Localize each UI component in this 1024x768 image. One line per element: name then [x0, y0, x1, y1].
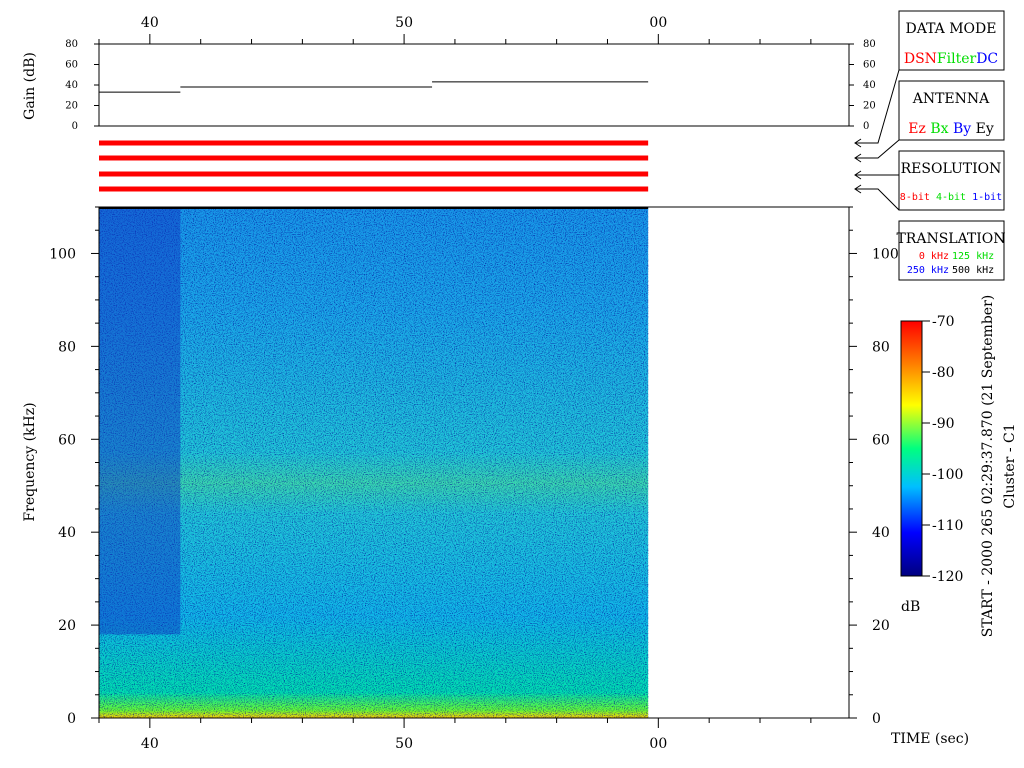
antenna-box-frame — [898, 80, 1005, 141]
gain-tick-label-right-60: 60 — [863, 60, 876, 71]
data-mode-option-dsn: DSN — [904, 51, 937, 67]
resolution-option-8bit: 8-bit — [900, 192, 930, 203]
status-bars — [99, 140, 649, 192]
time-tick-label-top-1: 50 — [395, 15, 413, 31]
freq-tick-label-right-60: 60 — [872, 432, 890, 448]
colorbar-ticks: -70 -80 -90 -100 -110 -120 — [922, 314, 963, 585]
colorbar-tick-label--90: -90 — [932, 416, 955, 432]
gain-tick-label-right-20: 20 — [863, 101, 876, 112]
freq-tick-label-right-0: 0 — [872, 711, 881, 727]
connector-arrow-2 — [854, 153, 862, 163]
frequency-axis-label: Frequency (kHz) — [22, 402, 38, 521]
status-bar-1 — [99, 140, 649, 146]
colorbar-tick-label--80: -80 — [932, 365, 955, 381]
colorbar-tick-label--70: -70 — [932, 314, 955, 330]
spacecraft-subtitle: Cluster - C1 — [1002, 423, 1018, 508]
translation-option-500khz: 500 kHz — [952, 265, 994, 276]
colorbar-gradient — [900, 320, 923, 577]
freq-tick-label-left-80: 80 — [58, 339, 76, 355]
colorbar-tick-label--120: -120 — [932, 569, 963, 585]
data-mode-box: DATA MODE DSNFilterDC — [898, 10, 1005, 71]
freq-tick-label-left-40: 40 — [58, 525, 76, 541]
gain-ticks-right: 0 20 40 60 80 — [849, 39, 876, 132]
antenna-options: Ez Bx By Ey — [908, 121, 994, 137]
gain-axis-label: Gain (dB) — [22, 52, 38, 120]
translation-option-0khz: 0 kHz — [919, 251, 949, 262]
gain-panel: 0 20 40 60 80 0 20 40 60 80 Gain (dB) — [22, 39, 876, 132]
connector-data-mode — [855, 69, 900, 144]
freq-tick-label-right-80: 80 — [872, 339, 890, 355]
data-mode-title: DATA MODE — [906, 21, 997, 37]
connector-arrow-3 — [854, 170, 862, 180]
connector-arrow-1 — [854, 138, 862, 148]
status-bar-4 — [99, 186, 649, 192]
colorbar-unit-label: dB — [901, 599, 920, 615]
connector-arrow-4 — [854, 184, 862, 194]
frequency-ticks-right: 0 20 40 60 80 100 — [849, 206, 899, 727]
time-tick-label-bottom-1: 50 — [395, 736, 413, 752]
resolution-option-1bit: 1-bit — [972, 192, 1002, 203]
spectrogram-dark-region — [99, 207, 181, 635]
gain-tick-label-left-20: 20 — [65, 101, 78, 112]
resolution-options: 8-bit 4-bit 1-bit — [900, 192, 1002, 203]
time-ticks-top: 40 50 00 — [98, 15, 812, 44]
status-bar-3 — [99, 171, 649, 177]
colorbar: -70 -80 -90 -100 -110 -120 dB — [900, 314, 963, 615]
spectrogram-noise — [99, 207, 649, 718]
freq-tick-label-right-100: 100 — [872, 246, 899, 262]
resolution-option-4bit: 4-bit — [936, 192, 966, 203]
colorbar-tick-label--110: -110 — [932, 518, 963, 534]
gain-tick-label-left-80: 80 — [65, 39, 78, 50]
gain-step-lines — [99, 81, 649, 93]
start-time-title: START - 2000 265 02:29:37.870 (21 Septem… — [980, 295, 996, 637]
translation-option-125khz: 125 kHz — [952, 251, 994, 262]
time-tick-label-top-2: 00 — [649, 15, 667, 31]
gain-tick-label-right-80: 80 — [863, 39, 876, 50]
gain-panel-frame — [98, 43, 850, 127]
freq-tick-label-left-20: 20 — [58, 618, 76, 634]
data-mode-option-dc: DC — [976, 51, 998, 67]
antenna-option-by: By — [953, 121, 971, 137]
translation-option-250khz: 250 kHz — [907, 265, 949, 276]
gain-tick-label-right-40: 40 — [863, 80, 876, 91]
data-mode-option-filter: Filter — [937, 51, 977, 67]
gain-tick-label-left-0: 0 — [72, 121, 78, 132]
antenna-option-bx: Bx — [930, 121, 948, 137]
time-tick-label-top-0: 40 — [141, 15, 159, 31]
gain-tick-label-left-40: 40 — [65, 80, 78, 91]
antenna-box: ANTENNA Ez Bx By Ey — [898, 80, 1005, 141]
antenna-title: ANTENNA — [912, 91, 990, 107]
legend-connectors — [854, 69, 900, 211]
spectrogram-panel: 0 20 40 60 80 100 0 20 40 60 80 100 Frequency (kHz… — [22, 206, 899, 727]
time-tick-label-bottom-2: 00 — [649, 736, 667, 752]
translation-title: TRANSLATION — [896, 231, 1005, 247]
connector-translation — [855, 188, 900, 211]
gain-ticks-left: 0 20 40 60 80 — [65, 39, 99, 132]
freq-tick-label-left-0: 0 — [67, 711, 76, 727]
status-bar-2 — [99, 155, 649, 161]
freq-tick-label-left-60: 60 — [58, 432, 76, 448]
frequency-ticks-left: 0 20 40 60 80 100 — [49, 206, 99, 727]
connector-antenna — [855, 139, 900, 159]
time-axis-label: TIME (sec) — [891, 731, 969, 747]
data-mode-options: DSNFilterDC — [904, 51, 998, 67]
freq-tick-label-right-20: 20 — [872, 618, 890, 634]
freq-tick-label-right-40: 40 — [872, 525, 890, 541]
antenna-option-ez: Ez — [908, 121, 926, 137]
gain-tick-label-right-0: 0 — [863, 121, 869, 132]
colorbar-tick-label--100: -100 — [932, 467, 963, 483]
time-ticks-bottom: 40 50 00 — [98, 718, 812, 752]
resolution-box: RESOLUTION 8-bit 4-bit 1-bit — [898, 150, 1005, 211]
time-tick-label-bottom-0: 40 — [141, 736, 159, 752]
resolution-title: RESOLUTION — [901, 161, 1002, 177]
translation-box-frame — [898, 220, 1005, 281]
spectrogram-top-edge — [99, 207, 649, 209]
data-mode-box-frame — [898, 10, 1005, 71]
antenna-option-ey: Ey — [976, 121, 994, 137]
translation-box: TRANSLATION 0 kHz 125 kHz 250 kHz 500 kH… — [896, 220, 1006, 281]
resolution-box-frame — [898, 150, 1005, 211]
gain-tick-label-left-60: 60 — [65, 60, 78, 71]
freq-tick-label-left-100: 100 — [49, 246, 76, 262]
